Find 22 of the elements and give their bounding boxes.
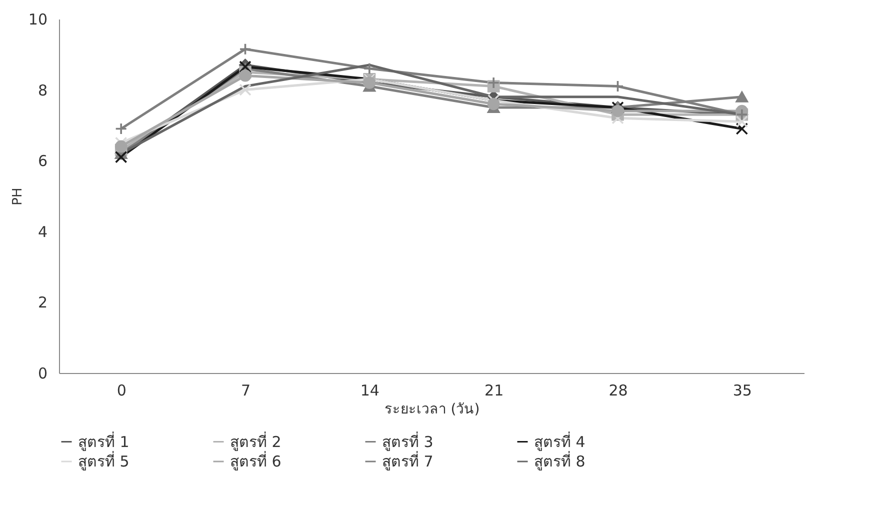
y-axis-title: PH — [10, 188, 26, 206]
x-tick-label: 35 — [732, 382, 752, 400]
y-tick-label: 6 — [38, 152, 48, 170]
x-tick-label: 14 — [360, 382, 380, 400]
legend-label: สูตรที่ 4 — [534, 430, 586, 451]
legend-label: สูตรที่ 3 — [382, 430, 434, 451]
legend-label: สูตรที่ 7 — [382, 450, 434, 470]
legend-label: สูตรที่ 1 — [78, 430, 130, 451]
y-tick-label: 4 — [38, 222, 48, 241]
legend-label: สูตรที่ 5 — [78, 450, 130, 470]
x-tick-label: 7 — [240, 382, 251, 400]
legend-label: สูตรที่ 6 — [230, 450, 282, 470]
x-tick-label: 21 — [484, 382, 504, 400]
y-tick-label: 8 — [38, 81, 48, 100]
x-tick-label: 28 — [608, 382, 628, 400]
x-axis-title: ระยะเวลา (วัน) — [384, 402, 480, 418]
y-tick-label: 0 — [38, 364, 48, 382]
legend-label: สูตรที่ 8 — [534, 450, 586, 470]
y-tick-label: 10 — [28, 10, 48, 28]
x-tick-label: 0 — [116, 382, 126, 400]
legend-label: สูตรที่ 2 — [230, 430, 282, 451]
y-tick-label: 2 — [38, 294, 48, 312]
